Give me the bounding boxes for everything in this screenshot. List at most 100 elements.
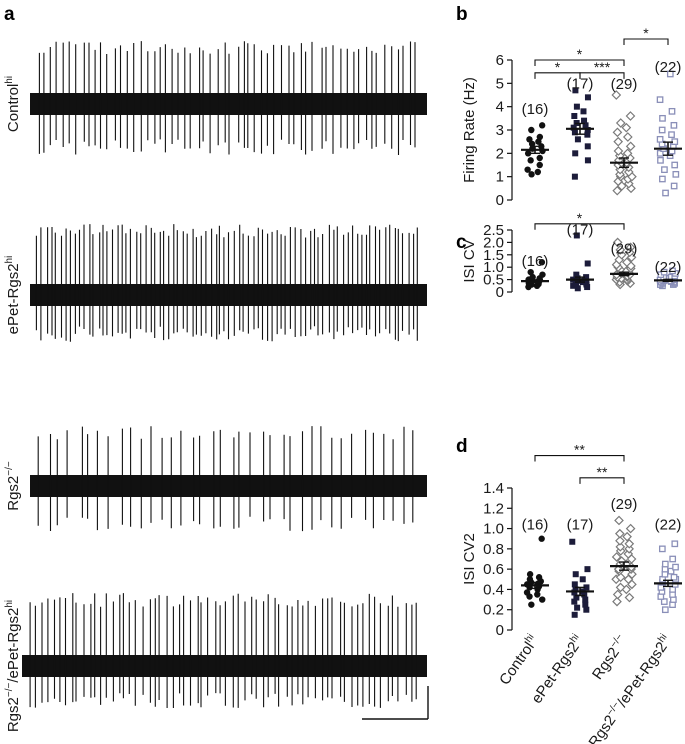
series-2: (17) — [566, 517, 594, 618]
data-point — [583, 606, 590, 613]
data-point — [584, 143, 591, 150]
trace-label-main: Rgs2 — [5, 697, 22, 732]
data-point — [527, 268, 534, 276]
data-point — [584, 157, 591, 164]
data-point — [614, 528, 625, 539]
y-tick-label: 0.2 — [483, 602, 504, 619]
data-point — [658, 126, 666, 134]
y-tick-label: 1.0 — [483, 259, 504, 276]
trace-label-main: Rgs2 — [5, 476, 22, 511]
n-count-label: (29) — [611, 76, 638, 93]
x-category-label: Rgs2−/−/ePet-Rgs2hi — [585, 632, 676, 744]
series-1: (16) — [521, 517, 549, 608]
data-point — [661, 606, 669, 614]
y-tick-label: 0.4 — [483, 581, 504, 598]
data-point — [572, 87, 579, 94]
series-1: (16) — [521, 253, 549, 291]
data-point — [611, 90, 622, 100]
data-point — [526, 571, 534, 578]
data-point — [615, 541, 626, 552]
data-point — [581, 591, 588, 598]
data-point — [582, 596, 589, 603]
trace-label-sup: −/− — [4, 461, 15, 476]
y-tick-label: 2.0 — [483, 234, 504, 251]
data-point — [615, 535, 625, 546]
data-point — [624, 538, 635, 549]
data-point — [615, 118, 626, 128]
data-point — [526, 136, 533, 143]
bracket-line — [534, 59, 625, 66]
series-2: (17) — [566, 75, 594, 180]
data-point — [528, 126, 535, 134]
data-point — [581, 117, 588, 124]
n-count-label: (17) — [567, 75, 594, 92]
data-point — [669, 555, 677, 563]
data-point — [660, 598, 668, 605]
data-point — [535, 574, 543, 581]
panel-c-isi-cv: c 00.51.01.52.02.5 ISI CV (16) (17) (29) (22) * — [456, 210, 682, 301]
significance-stars: *** — [594, 59, 611, 75]
bracket-line — [579, 477, 625, 484]
data-point — [624, 544, 634, 554]
data-point — [538, 122, 546, 129]
data-point — [536, 133, 544, 141]
data-point — [572, 571, 579, 578]
data-point — [538, 535, 545, 542]
data-point — [670, 121, 678, 129]
trace-2: ePet-Rgs2hi — [4, 224, 427, 342]
data-point — [671, 540, 679, 548]
data-point — [662, 189, 669, 197]
bracket-line — [534, 223, 625, 230]
data-point — [621, 122, 632, 133]
data-point — [582, 601, 589, 608]
data-point — [524, 166, 531, 173]
trace-label-sup: hi — [4, 256, 15, 264]
data-point — [536, 154, 543, 162]
y-tick-label: 1.4 — [483, 480, 504, 497]
data-point — [574, 285, 581, 292]
data-point — [612, 596, 622, 607]
data-point — [584, 131, 591, 138]
data-point — [669, 267, 676, 275]
data-point — [573, 103, 580, 110]
x-category-label: ePet-Rgs2hi — [527, 632, 587, 707]
data-point — [571, 611, 578, 618]
data-point — [672, 563, 679, 571]
data-point — [613, 136, 624, 147]
data-point — [571, 113, 578, 119]
data-point — [659, 175, 666, 183]
scale-bar — [362, 686, 429, 720]
data-point — [615, 572, 626, 583]
trace-baseline — [22, 655, 427, 677]
significance-stars: * — [577, 46, 583, 62]
data-point — [571, 173, 578, 180]
y-tick-label: 0.8 — [483, 541, 504, 558]
data-point — [579, 576, 586, 583]
y-tick-label: 0.6 — [483, 561, 504, 578]
data-point — [666, 70, 674, 78]
y-tick-label: 5 — [496, 75, 504, 92]
data-point — [584, 127, 591, 133]
series-4: (22) — [654, 259, 682, 290]
data-point — [612, 237, 623, 248]
y-axis-label: Firing Rate (Hz) — [461, 77, 478, 183]
data-point — [584, 566, 591, 573]
y-tick-label: 6 — [496, 52, 504, 69]
n-count-label: (22) — [655, 517, 682, 534]
data-point — [538, 259, 546, 266]
data-point — [670, 182, 678, 190]
data-point — [582, 122, 589, 129]
data-point — [534, 168, 542, 176]
significance-bracket: * — [534, 46, 625, 66]
n-count-label: (17) — [567, 222, 594, 239]
data-point — [529, 273, 536, 281]
data-point — [571, 129, 578, 136]
x-category-label: Rgs2−/− — [588, 632, 631, 683]
y-tick-label: 1.2 — [483, 500, 504, 517]
data-point — [624, 247, 635, 258]
x-category-mid: /ePet-Rgs2 — [614, 639, 671, 710]
data-point — [625, 111, 636, 121]
significance-bracket: *** — [579, 59, 625, 79]
data-point — [574, 136, 581, 143]
trace-baseline — [30, 475, 427, 497]
